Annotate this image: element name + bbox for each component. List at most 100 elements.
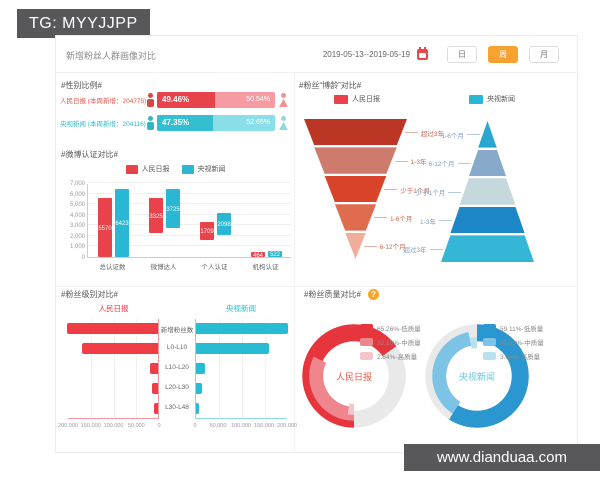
- level-section-title: #粉丝级别对比#: [61, 290, 118, 299]
- verify-legend-item[interactable]: 人民日报: [125, 164, 170, 174]
- y-axis-tick: 2,000: [69, 233, 85, 240]
- help-icon[interactable]: ?: [368, 289, 379, 300]
- tornado-category-label: L10-L20: [165, 364, 189, 371]
- dashboard-header: 新增粉丝人群画像对比 2019-05-13--2019-05-19 日 周 月: [56, 36, 577, 73]
- tornado-bar: [151, 383, 158, 394]
- donut-slice: [438, 337, 516, 415]
- y-axis-tick: 6,000: [69, 191, 85, 198]
- female-icon: [279, 93, 288, 108]
- funnel-slice: [441, 235, 534, 262]
- horizontal-divider: [56, 286, 577, 287]
- funnel-label-line: [448, 191, 462, 193]
- bar-value-label: 464: [252, 252, 263, 259]
- gridline: [88, 245, 291, 247]
- bar-value-label: 1709: [200, 228, 214, 235]
- gridline: [88, 182, 291, 183]
- gender-row-label: 央视新闻 (本周新增：204116): [60, 121, 146, 128]
- gender-row: 人民日报 (本周新增：204775) 49.46% 50.54%: [60, 91, 292, 109]
- date-range[interactable]: 2019-05-13--2019-05-19: [322, 50, 410, 59]
- dashboard-card: 新增粉丝人群画像对比 2019-05-13--2019-05-19 日 周 月 …: [55, 35, 578, 453]
- verify-plot: 5570 6423 3325 3725 1709 2098 464 522: [87, 182, 291, 259]
- x-axis-tick: 150,000: [254, 423, 274, 429]
- tornado-series-name: 央视新闻: [226, 304, 256, 313]
- bar-segment: [251, 252, 265, 257]
- donut-legend-item[interactable]: 3.06%-高质量: [483, 351, 544, 361]
- fan-age-charts: 人民日报 超过3年 1-3年 少于1个月 1-6个月 6-12个月 央视新闻 1-6个月 6-1…: [56, 36, 577, 452]
- quality-donut: 人民日报: [302, 324, 406, 428]
- bar-segment: [166, 189, 180, 229]
- y-axis-tick: 4,000: [69, 212, 85, 219]
- donut-legend-item[interactable]: 65.26%-低质量: [360, 323, 421, 333]
- page-title: 新增粉丝人群画像对比: [66, 51, 157, 61]
- bar-value-label: 5570: [98, 225, 112, 232]
- male-share-segment: 49.46%: [157, 92, 216, 108]
- gridline: [219, 319, 220, 418]
- funnel-slice-label: 6-12个月: [379, 244, 406, 252]
- donut-legend-label: 37.83%-中质量: [500, 340, 544, 347]
- x-axis-category-label: 总认证数: [99, 264, 126, 271]
- site-watermark-banner: www.dianduaa.com: [404, 444, 600, 471]
- funnel-label-line: [457, 162, 471, 164]
- funnel-slice-label: 6-12个月: [428, 161, 455, 169]
- tornado-bar: [196, 363, 205, 374]
- x-axis-tick: 50,000: [209, 423, 227, 429]
- donut-center-label: 人民日报: [335, 371, 372, 382]
- funnel-legend-swatch: [469, 94, 483, 104]
- female-icon-body: [279, 122, 288, 130]
- funnel-slice-label: 超过3年: [403, 247, 427, 255]
- x-axis-tick: 200,000: [58, 423, 78, 429]
- verify-section-title: #微博认证对比#: [61, 150, 118, 159]
- donut-legend-swatch: [483, 338, 496, 346]
- funnel-legend[interactable]: 人民日报: [334, 94, 380, 104]
- funnel-legend[interactable]: 央视新闻: [469, 94, 515, 104]
- funnel-slice-label: 1-6个月: [441, 132, 464, 140]
- quality-section-title: #粉丝质量对比#: [304, 290, 361, 299]
- verify-legend-item-label: 央视新闻: [197, 166, 226, 173]
- quality-donut: 央视新闻: [425, 324, 529, 428]
- female-icon-head: [281, 116, 286, 121]
- x-axis-tick: 100,000: [231, 423, 251, 429]
- period-month-button[interactable]: 月: [529, 46, 559, 63]
- female-icon: [279, 116, 288, 131]
- x-axis-category-label: 机构认证: [252, 264, 279, 271]
- calendar-icon[interactable]: [417, 47, 428, 60]
- funnel-slice-label: 1-3年: [420, 218, 436, 226]
- gridline: [88, 224, 291, 226]
- period-day-button[interactable]: 日: [447, 46, 477, 63]
- x-axis-category-label: 微博达人: [150, 264, 177, 271]
- gridline: [265, 319, 266, 418]
- gridline: [242, 319, 243, 418]
- donut-legend-item[interactable]: 37.83%-中质量: [483, 337, 544, 347]
- gender-section-title: #性别比例#: [61, 81, 102, 90]
- tornado-plot: [195, 319, 288, 419]
- site-watermark-label: www.dianduaa.com: [436, 449, 568, 466]
- donut-legend-label: 65.26%-低质量: [377, 326, 421, 333]
- tornado-plot: [67, 319, 159, 419]
- period-week-button[interactable]: 周: [488, 46, 518, 63]
- donut-legend-item[interactable]: 2.64%-高质量: [360, 351, 421, 361]
- tg-watermark-label: TG: MYYJJPP: [29, 14, 138, 32]
- donut-legend-item[interactable]: 59.11%-低质量: [483, 323, 544, 333]
- verify-legend-item[interactable]: 央视新闻: [181, 164, 226, 174]
- male-icon-head: [148, 93, 153, 98]
- funnel-legend-label: 人民日报: [352, 96, 380, 103]
- bar-segment: [115, 189, 129, 257]
- bar-value-label: 3725: [166, 206, 180, 213]
- tornado-bar: [153, 403, 158, 414]
- donut-slice: [315, 337, 393, 415]
- bar-value-label: 522: [269, 252, 280, 259]
- tornado-category-label: L30-L48: [165, 404, 189, 411]
- male-icon: [146, 116, 155, 131]
- funnel-label-line: [373, 217, 387, 219]
- donut-legend-item[interactable]: 32.10%-中质量: [360, 337, 421, 347]
- tornado-bar: [149, 363, 158, 374]
- fan-level-tornado-chart: 人民日报 200,000 150,000 100,000 50,000 0 央视新闻 0 50,…: [56, 286, 297, 454]
- funnel-label-line: [394, 160, 408, 162]
- y-axis-tick: 5,000: [69, 202, 85, 209]
- funnel-slice: [304, 119, 407, 146]
- donut-legend: 59.11%-低质量 37.83%-中质量 3.06%-高质量: [483, 323, 544, 365]
- verification-bar-chart: 人民日报 央视新闻 5570 6423 3325 3725 1709 2098 464 522 0 1…: [59, 164, 292, 271]
- gridline: [88, 213, 291, 215]
- female-icon-head: [281, 93, 286, 98]
- x-axis-tick: 150,000: [80, 423, 101, 429]
